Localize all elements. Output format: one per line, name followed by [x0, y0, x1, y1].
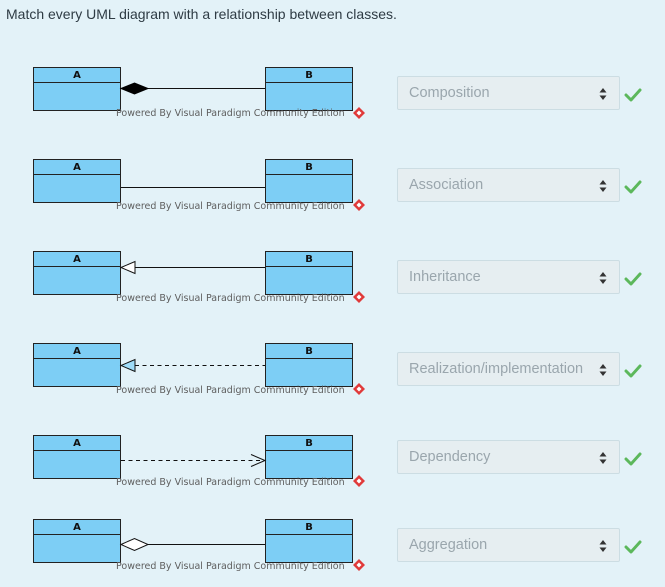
uml-diagram-aggregation: A B Powered By Visual Paradigm Community… — [33, 519, 365, 572]
class-a-label: A — [73, 438, 81, 449]
class-b-box: B — [265, 343, 353, 387]
correct-check-icon — [624, 180, 642, 194]
watermark-text: Powered By Visual Paradigm Community Edi… — [116, 385, 345, 396]
match-row-realization: A B Powered By Visual Paradigm Community… — [0, 341, 665, 401]
class-b-label: B — [305, 522, 313, 533]
visual-paradigm-logo-icon — [353, 383, 365, 395]
class-b-label: B — [305, 346, 313, 357]
correct-check-icon — [624, 452, 642, 466]
relationship-select[interactable]: Composition — [397, 76, 620, 110]
correct-check-icon — [624, 540, 642, 554]
select-value: Inheritance — [409, 269, 481, 285]
class-a-box: A — [33, 67, 121, 111]
select-arrows-icon — [599, 88, 607, 100]
relationship-select[interactable]: Association — [397, 168, 620, 202]
uml-diagram-composition: A B Powered By Visual Paradigm Community… — [33, 67, 365, 119]
class-b-label: B — [305, 70, 313, 81]
class-a-box: A — [33, 519, 121, 563]
uml-diagram-association: A B Powered By Visual Paradigm Community… — [33, 159, 365, 212]
watermark-text: Powered By Visual Paradigm Community Edi… — [116, 108, 345, 119]
composition-diamond — [119, 82, 150, 95]
select-arrows-icon — [599, 364, 607, 376]
match-row-dependency: A B Powered By Visual Paradigm Community… — [0, 433, 665, 493]
class-b-box: B — [265, 435, 353, 479]
relationship-select[interactable]: Aggregation — [397, 528, 620, 562]
relationship-select[interactable]: Inheritance — [397, 260, 620, 294]
select-arrows-icon — [599, 452, 607, 464]
correct-check-icon — [624, 364, 642, 378]
match-row-composition: A B Powered By Visual Paradigm Community… — [0, 65, 665, 125]
correct-check-icon — [624, 272, 642, 286]
uml-diagram-inheritance: A B Powered By Visual Paradigm Community… — [33, 251, 365, 304]
class-a-label: A — [73, 254, 81, 265]
relationship-select[interactable]: Dependency — [397, 440, 620, 474]
match-row-inheritance: A B Powered By Visual Paradigm Community… — [0, 249, 665, 309]
watermark-text: Powered By Visual Paradigm Community Edi… — [116, 293, 345, 304]
class-b-box: B — [265, 251, 353, 295]
class-a-box: A — [33, 251, 121, 295]
class-a-box: A — [33, 435, 121, 479]
class-a-label: A — [73, 162, 81, 173]
question-text: Match every UML diagram with a relations… — [6, 6, 397, 22]
visual-paradigm-logo-icon — [353, 475, 365, 487]
visual-paradigm-logo-icon — [353, 559, 365, 571]
class-b-label: B — [305, 254, 313, 265]
class-b-box: B — [265, 519, 353, 563]
class-a-box: A — [33, 343, 121, 387]
aggregation-diamond — [119, 537, 150, 552]
select-arrows-icon — [599, 540, 607, 552]
select-value: Aggregation — [409, 537, 488, 553]
uml-diagram-dependency: A B Powered By Visual Paradigm Community… — [33, 435, 365, 488]
visual-paradigm-logo-icon — [353, 199, 365, 211]
class-b-box: B — [265, 159, 353, 203]
watermark-text: Powered By Visual Paradigm Community Edi… — [116, 477, 345, 488]
match-row-association: A B Powered By Visual Paradigm Community… — [0, 157, 665, 217]
select-arrows-icon — [599, 180, 607, 192]
relationship-select[interactable]: Realization/implementation — [397, 352, 620, 386]
dependency-open-arrowhead — [250, 454, 267, 467]
class-a-label: A — [73, 522, 81, 533]
select-value: Association — [409, 177, 484, 193]
class-b-label: B — [305, 438, 313, 449]
select-value: Realization/implementation — [409, 361, 584, 377]
class-a-box: A — [33, 159, 121, 203]
visual-paradigm-logo-icon — [353, 107, 365, 119]
watermark-text: Powered By Visual Paradigm Community Edi… — [116, 201, 345, 212]
class-b-box: B — [265, 67, 353, 111]
correct-check-icon — [624, 88, 642, 102]
inheritance-arrowhead — [119, 260, 136, 275]
select-value: Dependency — [409, 449, 491, 465]
watermark-text: Powered By Visual Paradigm Community Edi… — [116, 561, 345, 572]
select-arrows-icon — [599, 272, 607, 284]
class-a-label: A — [73, 346, 81, 357]
realization-arrowhead — [119, 358, 136, 373]
visual-paradigm-logo-icon — [353, 291, 365, 303]
match-row-aggregation: A B Powered By Visual Paradigm Community… — [0, 517, 665, 577]
uml-diagram-realization: A B Powered By Visual Paradigm Community… — [33, 343, 365, 396]
select-value: Composition — [409, 85, 490, 101]
class-a-label: A — [73, 70, 81, 81]
class-b-label: B — [305, 162, 313, 173]
